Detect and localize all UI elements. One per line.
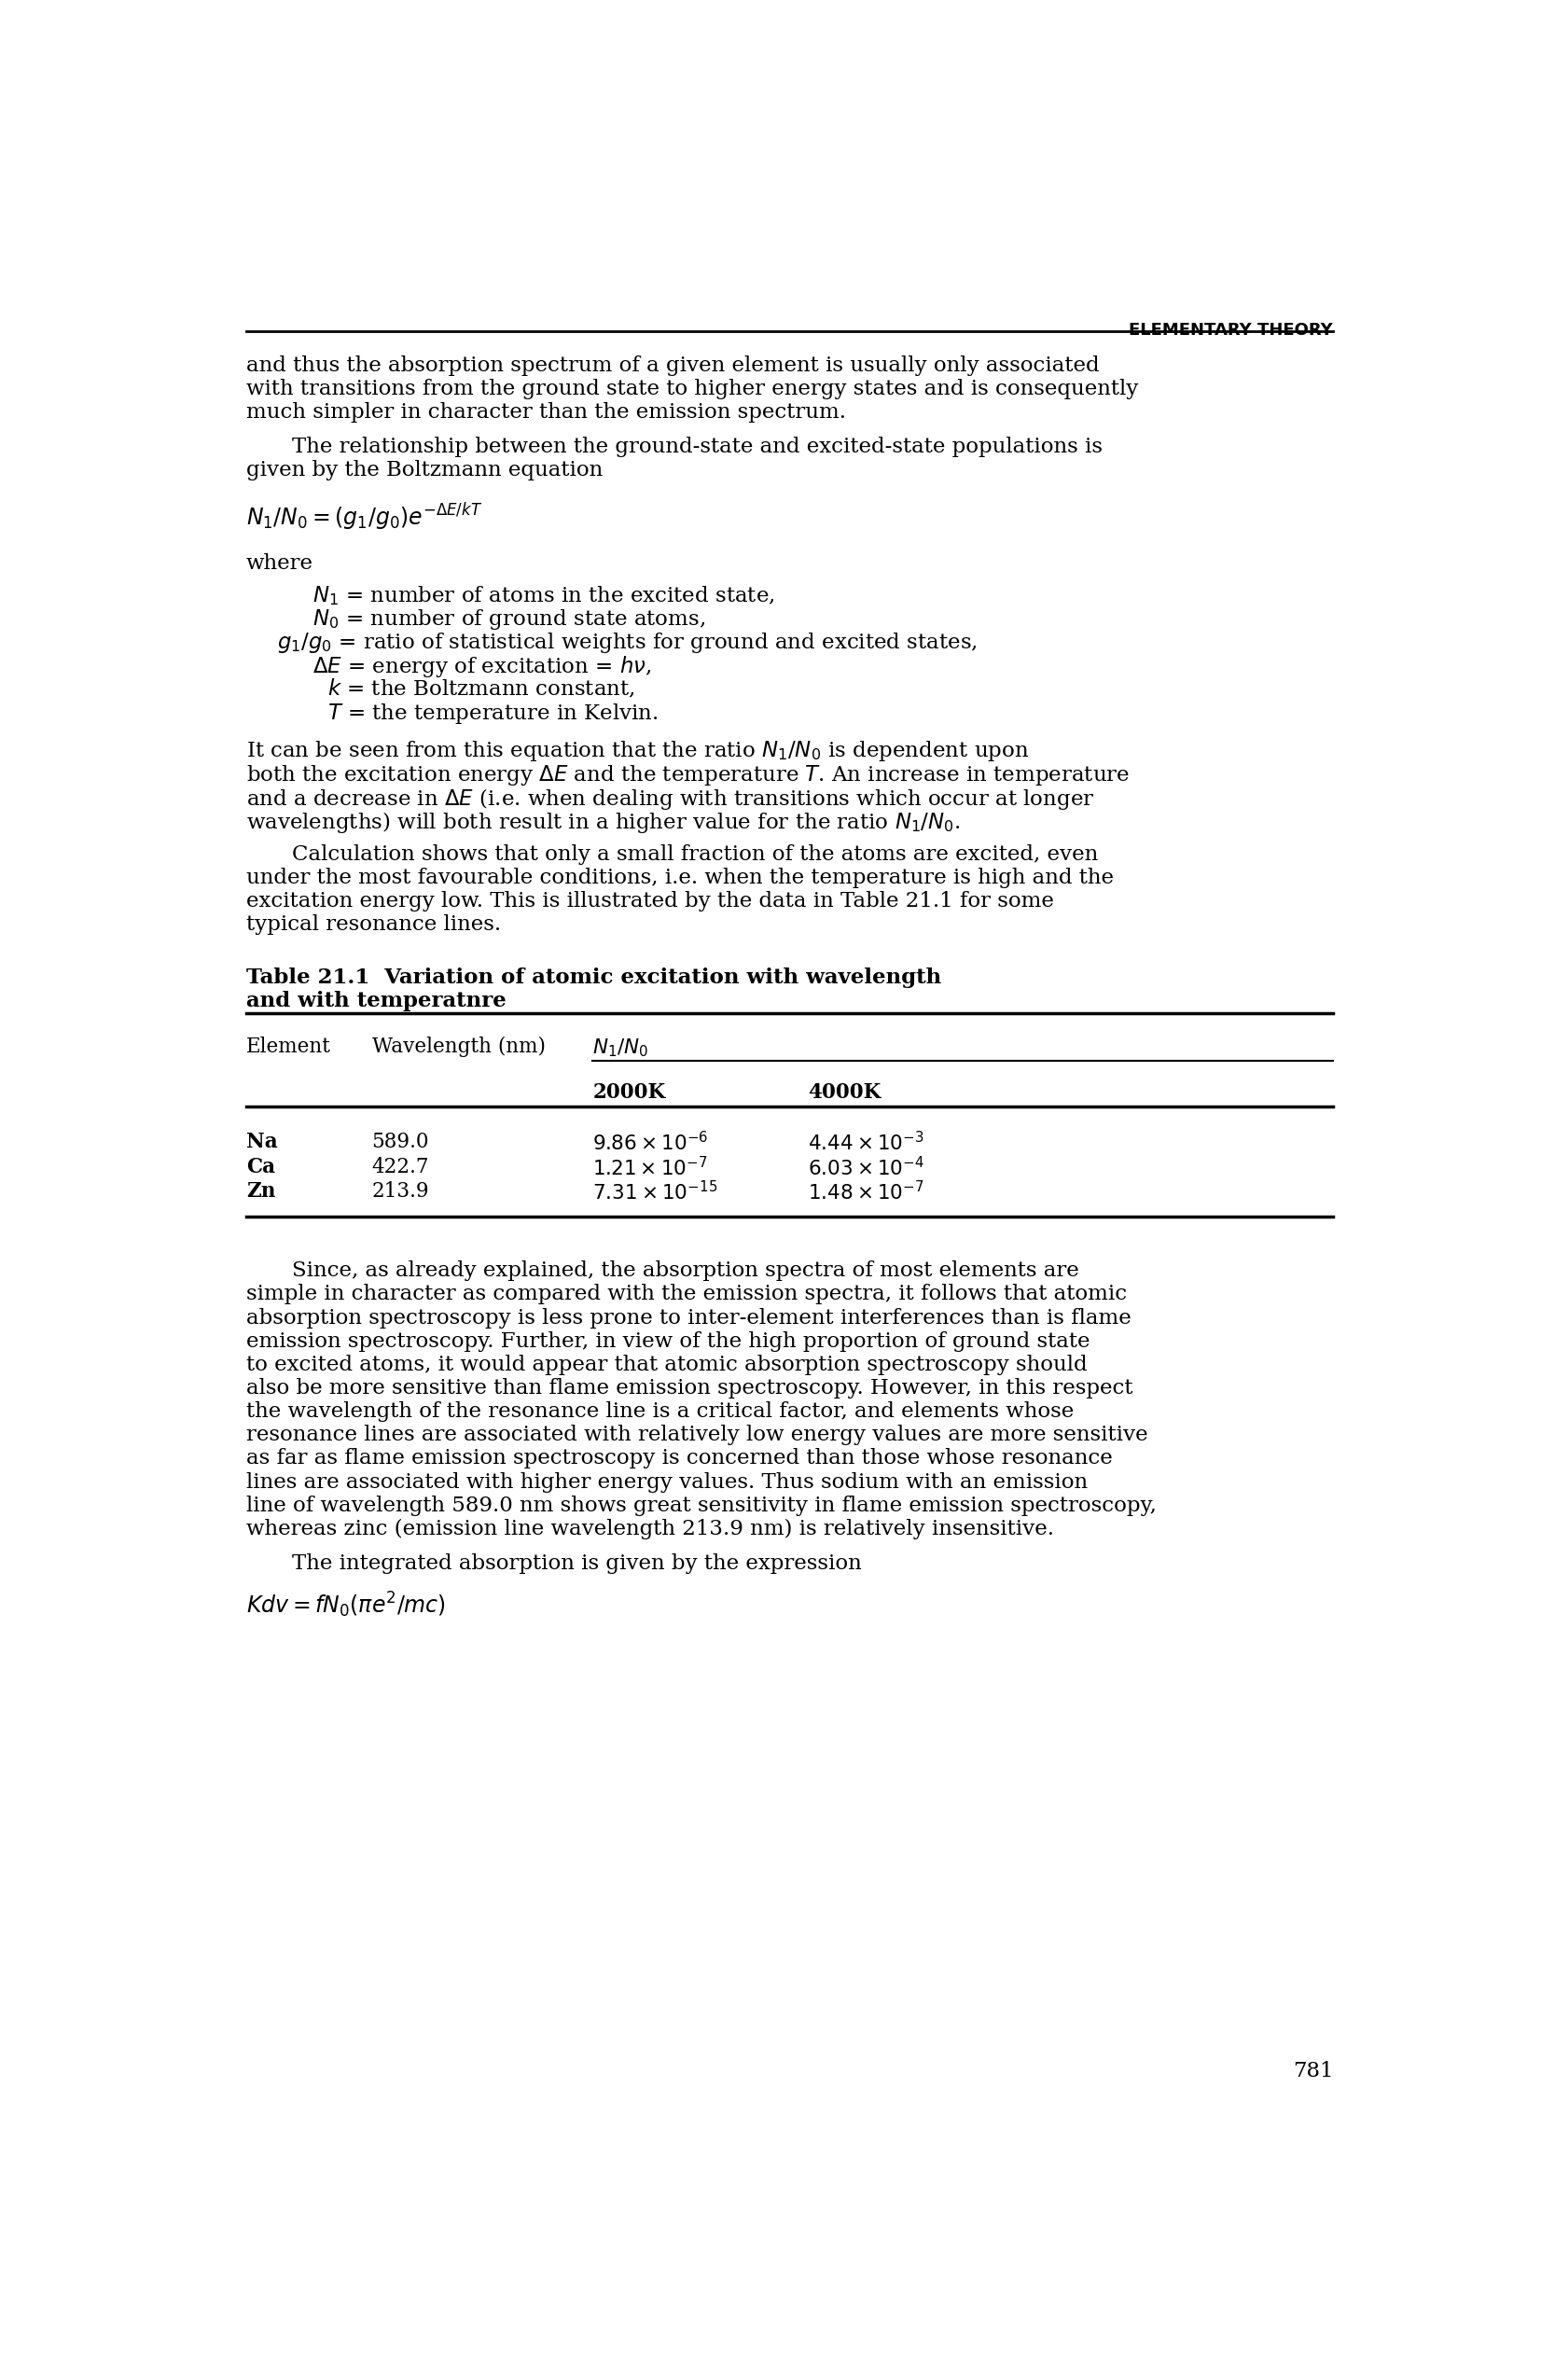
Text: $1.21 \times 10^{-7}$: $1.21 \times 10^{-7}$: [593, 1157, 707, 1180]
Text: $\Delta E$ = energy of excitation = $h\nu$,: $\Delta E$ = energy of excitation = $h\n…: [311, 655, 650, 681]
Text: Table 21.1  Variation of atomic excitation with wavelength: Table 21.1 Variation of atomic excitatio…: [247, 966, 942, 988]
Text: Since, as already explained, the absorption spectra of most elements are: Since, as already explained, the absorpt…: [291, 1261, 1079, 1280]
Text: $1.48 \times 10^{-7}$: $1.48 \times 10^{-7}$: [807, 1180, 925, 1204]
Text: where: where: [247, 552, 313, 574]
Text: and thus the absorption spectrum of a given element is usually only associated: and thus the absorption spectrum of a gi…: [247, 355, 1100, 376]
Text: absorption spectroscopy is less prone to inter-element interferences than is fla: absorption spectroscopy is less prone to…: [247, 1307, 1131, 1328]
Text: $4.44 \times 10^{-3}$: $4.44 \times 10^{-3}$: [807, 1133, 925, 1154]
Text: typical resonance lines.: typical resonance lines.: [247, 914, 501, 935]
Text: Ca: Ca: [247, 1157, 276, 1178]
Text: to excited atoms, it would appear that atomic absorption spectroscopy should: to excited atoms, it would appear that a…: [247, 1354, 1088, 1376]
Text: $7.31 \times 10^{-15}$: $7.31 \times 10^{-15}$: [593, 1180, 718, 1204]
Text: the wavelength of the resonance line is a critical factor, and elements whose: the wavelength of the resonance line is …: [247, 1402, 1074, 1421]
Text: 4000K: 4000K: [807, 1083, 881, 1102]
Text: Wavelength (nm): Wavelength (nm): [371, 1038, 546, 1057]
Text: $N_1/N_0$: $N_1/N_0$: [593, 1038, 649, 1059]
Text: and with temperatnre: and with temperatnre: [247, 990, 507, 1012]
Text: 213.9: 213.9: [371, 1180, 430, 1202]
Text: $g_1/g_0$ = ratio of statistical weights for ground and excited states,: $g_1/g_0$ = ratio of statistical weights…: [277, 631, 979, 654]
Text: $k$ = the Boltzmann constant,: $k$ = the Boltzmann constant,: [328, 678, 635, 700]
Text: given by the Boltzmann equation: given by the Boltzmann equation: [247, 459, 603, 481]
Text: as far as flame emission spectroscopy is concerned than those whose resonance: as far as flame emission spectroscopy is…: [247, 1449, 1113, 1468]
Text: 781: 781: [1293, 2061, 1333, 2082]
Text: $T$ = the temperature in Kelvin.: $T$ = the temperature in Kelvin.: [328, 702, 658, 726]
Text: line of wavelength 589.0 nm shows great sensitivity in flame emission spectrosco: line of wavelength 589.0 nm shows great …: [247, 1495, 1157, 1516]
Text: Calculation shows that only a small fraction of the atoms are excited, even: Calculation shows that only a small frac…: [291, 845, 1097, 864]
Text: The relationship between the ground-state and excited-state populations is: The relationship between the ground-stat…: [291, 436, 1102, 457]
Text: ELEMENTARY THEORY: ELEMENTARY THEORY: [1130, 321, 1333, 338]
Text: resonance lines are associated with relatively low energy values are more sensit: resonance lines are associated with rela…: [247, 1426, 1148, 1445]
Text: 422.7: 422.7: [371, 1157, 428, 1178]
Text: also be more sensitive than flame emission spectroscopy. However, in this respec: also be more sensitive than flame emissi…: [247, 1378, 1133, 1399]
Text: whereas zinc (emission line wavelength 213.9 nm) is relatively insensitive.: whereas zinc (emission line wavelength 2…: [247, 1518, 1054, 1540]
Text: and a decrease in $\Delta E$ (i.e. when dealing with transitions which occur at : and a decrease in $\Delta E$ (i.e. when …: [247, 785, 1094, 812]
Text: simple in character as compared with the emission spectra, it follows that atomi: simple in character as compared with the…: [247, 1285, 1126, 1304]
Text: excitation energy low. This is illustrated by the data in Table 21.1 for some: excitation energy low. This is illustrat…: [247, 890, 1054, 912]
Text: with transitions from the ground state to higher energy states and is consequent: with transitions from the ground state t…: [247, 378, 1139, 400]
Text: both the excitation energy $\Delta E$ and the temperature $T$. An increase in te: both the excitation energy $\Delta E$ an…: [247, 764, 1130, 788]
Text: wavelengths) will both result in a higher value for the ratio $N_1/N_0$.: wavelengths) will both result in a highe…: [247, 809, 960, 835]
Text: 589.0: 589.0: [371, 1133, 428, 1152]
Text: under the most favourable conditions, i.e. when the temperature is high and the: under the most favourable conditions, i.…: [247, 869, 1114, 888]
Text: much simpler in character than the emission spectrum.: much simpler in character than the emiss…: [247, 402, 846, 424]
Text: Na: Na: [247, 1133, 277, 1152]
Text: emission spectroscopy. Further, in view of the high proportion of ground state: emission spectroscopy. Further, in view …: [247, 1330, 1089, 1352]
Text: Element: Element: [247, 1038, 331, 1057]
Text: $9.86 \times 10^{-6}$: $9.86 \times 10^{-6}$: [593, 1133, 709, 1154]
Text: lines are associated with higher energy values. Thus sodium with an emission: lines are associated with higher energy …: [247, 1471, 1088, 1492]
Text: $N_0$ = number of ground state atoms,: $N_0$ = number of ground state atoms,: [311, 607, 704, 631]
Text: It can be seen from this equation that the ratio $N_1/N_0$ is dependent upon: It can be seen from this equation that t…: [247, 740, 1029, 764]
Text: $Kdv = fN_0(\pi e^2/mc)$: $Kdv = fN_0(\pi e^2/mc)$: [247, 1590, 445, 1618]
Text: The integrated absorption is given by the expression: The integrated absorption is given by th…: [291, 1554, 861, 1573]
Text: $6.03 \times 10^{-4}$: $6.03 \times 10^{-4}$: [807, 1157, 925, 1180]
Text: $N_1/N_0 = (g_1/g_0)e^{-\Delta E/kT}$: $N_1/N_0 = (g_1/g_0)e^{-\Delta E/kT}$: [247, 502, 482, 533]
Text: $N_1$ = number of atoms in the excited state,: $N_1$ = number of atoms in the excited s…: [311, 583, 774, 607]
Text: 2000K: 2000K: [593, 1083, 666, 1102]
Text: Zn: Zn: [247, 1180, 276, 1202]
